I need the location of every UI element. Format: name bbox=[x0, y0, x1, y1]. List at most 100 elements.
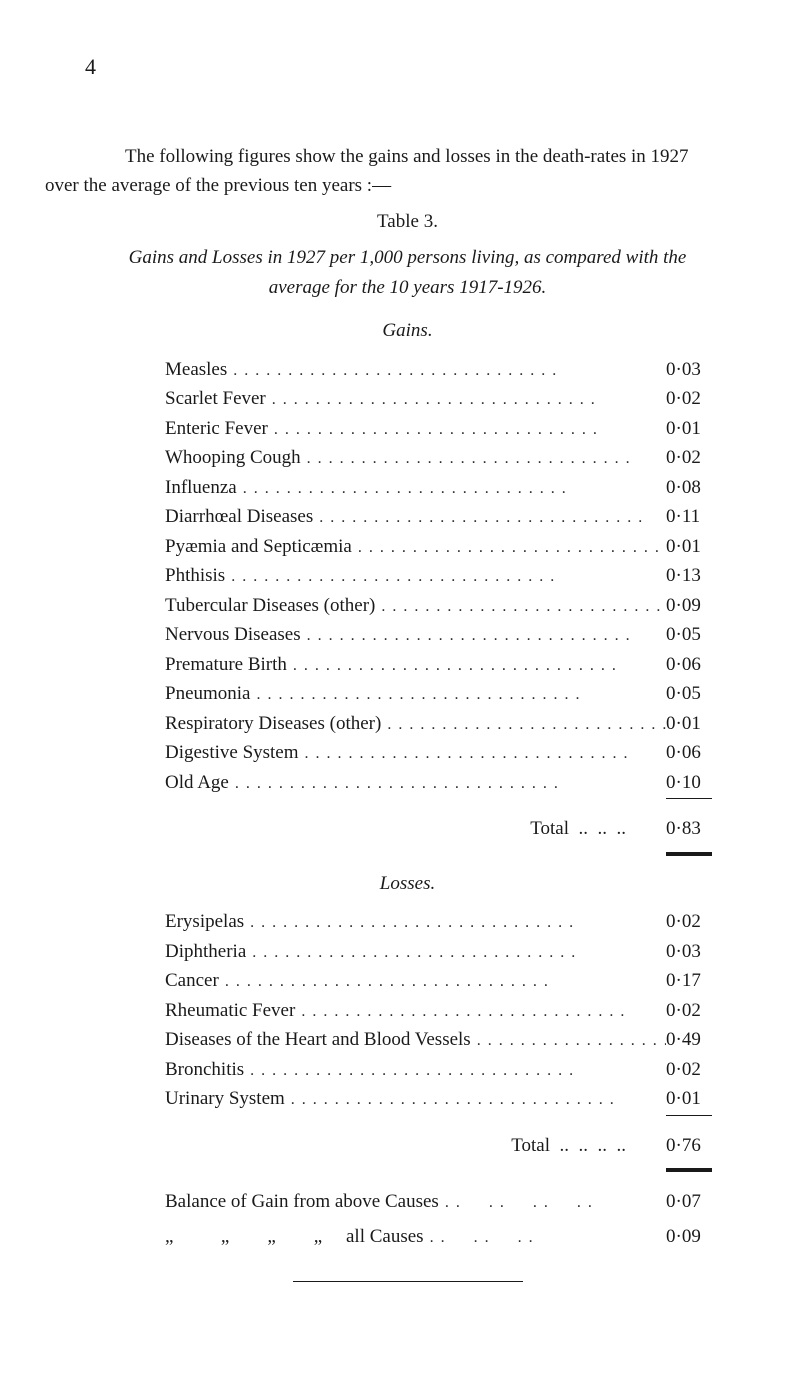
row-value: 0·05 bbox=[666, 680, 730, 709]
row-label: Erysipelas bbox=[165, 908, 244, 937]
row-value: 0·05 bbox=[666, 621, 730, 650]
data-row: Cancer..............................0·17 bbox=[165, 967, 730, 996]
row-value: 0·02 bbox=[666, 444, 730, 473]
row-value: 0·13 bbox=[666, 562, 730, 591]
row-label: Phthisis bbox=[165, 562, 225, 591]
row-value: 0·06 bbox=[666, 739, 730, 768]
data-row: Pyæmia and Septicæmia...................… bbox=[165, 533, 730, 562]
balance-all-row: „ „ „ „ all Causes .. .. .. 0·09 bbox=[165, 1223, 730, 1252]
dots: .............................. bbox=[295, 1000, 666, 1024]
data-row: Tubercular Diseases (other).............… bbox=[165, 592, 730, 621]
data-row: Enteric Fever...........................… bbox=[165, 415, 730, 444]
row-label: Digestive System bbox=[165, 739, 299, 768]
row-label: Pneumonia bbox=[165, 680, 251, 709]
data-row: Rheumatic Fever.........................… bbox=[165, 997, 730, 1026]
total-label: Total .. .. .. bbox=[165, 815, 666, 844]
data-row: Urinary System..........................… bbox=[165, 1085, 730, 1114]
data-row: Erysipelas..............................… bbox=[165, 908, 730, 937]
dots: .............................. bbox=[244, 1059, 666, 1083]
gains-total-row: Total .. .. .. 0·83 bbox=[165, 815, 730, 844]
footer-rule bbox=[293, 1281, 523, 1282]
losses-heading: Losses. bbox=[85, 870, 730, 899]
row-value: 0·17 bbox=[666, 967, 730, 996]
data-row: Digestive System........................… bbox=[165, 739, 730, 768]
dots: .............................. bbox=[266, 388, 666, 412]
row-label: Scarlet Fever bbox=[165, 385, 266, 414]
data-row: Diarrhœal Diseases......................… bbox=[165, 503, 730, 532]
row-label: Whooping Cough bbox=[165, 444, 301, 473]
balance-above-value: 0·07 bbox=[666, 1188, 730, 1217]
data-row: Diseases of the Heart and Blood Vessels.… bbox=[165, 1026, 730, 1055]
dots: .............................. bbox=[375, 595, 666, 619]
data-row: Diphtheria..............................… bbox=[165, 938, 730, 967]
row-value: 0·02 bbox=[666, 908, 730, 937]
row-label: Tubercular Diseases (other) bbox=[165, 592, 375, 621]
losses-block: Erysipelas..............................… bbox=[165, 908, 730, 1172]
balance-above-row: Balance of Gain from above Causes .. .. … bbox=[165, 1188, 730, 1217]
dots: .............................. bbox=[246, 941, 666, 965]
balance-block: Balance of Gain from above Causes .. .. … bbox=[165, 1188, 730, 1251]
row-label: Nervous Diseases bbox=[165, 621, 301, 650]
dots: .. .. .. bbox=[424, 1226, 666, 1250]
row-label: Diphtheria bbox=[165, 938, 246, 967]
dots: .............................. bbox=[471, 1029, 666, 1053]
data-row: Measles..............................0·0… bbox=[165, 356, 730, 385]
row-value: 0·03 bbox=[666, 356, 730, 385]
data-row: Whooping Cough..........................… bbox=[165, 444, 730, 473]
data-row: Phthisis..............................0·… bbox=[165, 562, 730, 591]
caption: Gains and Losses in 1927 per 1,000 perso… bbox=[85, 243, 730, 304]
row-value: 0·01 bbox=[666, 533, 730, 562]
row-label: Measles bbox=[165, 356, 227, 385]
caption-line2: average for the 10 years 1917-1926. bbox=[85, 273, 730, 303]
data-row: Old Age..............................0·1… bbox=[165, 769, 730, 798]
row-label: Enteric Fever bbox=[165, 415, 268, 444]
dots: .............................. bbox=[285, 1088, 666, 1112]
data-row: Bronchitis..............................… bbox=[165, 1056, 730, 1085]
row-value: 0·06 bbox=[666, 651, 730, 680]
balance-above-label: Balance of Gain from above Causes bbox=[165, 1188, 439, 1217]
dots: .............................. bbox=[237, 477, 666, 501]
row-label: Urinary System bbox=[165, 1085, 285, 1114]
data-row: Pneumonia..............................0… bbox=[165, 680, 730, 709]
row-label: Diseases of the Heart and Blood Vessels bbox=[165, 1026, 471, 1055]
row-label: Respiratory Diseases (other) bbox=[165, 710, 381, 739]
dots: .............................. bbox=[227, 359, 666, 383]
table-label: Table 3. bbox=[85, 208, 730, 237]
data-row: Premature Birth.........................… bbox=[165, 651, 730, 680]
row-label: Pyæmia and Septicæmia bbox=[165, 533, 352, 562]
data-row: Scarlet Fever...........................… bbox=[165, 385, 730, 414]
row-label: Cancer bbox=[165, 967, 219, 996]
dots: .............................. bbox=[219, 970, 666, 994]
rule-thick bbox=[666, 852, 712, 856]
row-label: Influenza bbox=[165, 474, 237, 503]
dots: .............................. bbox=[313, 506, 666, 530]
gains-heading: Gains. bbox=[85, 317, 730, 346]
row-value: 0·10 bbox=[666, 769, 730, 798]
dots: .............................. bbox=[301, 447, 666, 471]
row-value: 0·02 bbox=[666, 1056, 730, 1085]
rule-short bbox=[666, 798, 712, 799]
dots: .............................. bbox=[244, 911, 666, 935]
row-label: Old Age bbox=[165, 769, 229, 798]
gains-block: Measles..............................0·0… bbox=[165, 356, 730, 856]
intro-line2: over the average of the previous ten yea… bbox=[45, 172, 391, 201]
row-label: Diarrhœal Diseases bbox=[165, 503, 313, 532]
row-value: 0·01 bbox=[666, 1085, 730, 1114]
row-value: 0·02 bbox=[666, 997, 730, 1026]
losses-total-row: Total .. .. .. .. 0·76 bbox=[165, 1132, 730, 1161]
row-value: 0·49 bbox=[666, 1026, 730, 1055]
dots: .............................. bbox=[301, 624, 666, 648]
row-label: Rheumatic Fever bbox=[165, 997, 295, 1026]
balance-all-value: 0·09 bbox=[666, 1223, 730, 1252]
dots: .............................. bbox=[268, 418, 666, 442]
total-value: 0·76 bbox=[666, 1132, 730, 1161]
row-value: 0·03 bbox=[666, 938, 730, 967]
data-row: Respiratory Diseases (other)............… bbox=[165, 710, 730, 739]
dots: .. .. .. .. bbox=[439, 1191, 666, 1215]
row-value: 0·01 bbox=[666, 415, 730, 444]
data-row: Influenza..............................0… bbox=[165, 474, 730, 503]
total-value: 0·83 bbox=[666, 815, 730, 844]
dots: .............................. bbox=[299, 742, 666, 766]
rule-thick bbox=[666, 1168, 712, 1172]
row-value: 0·01 bbox=[666, 710, 730, 739]
